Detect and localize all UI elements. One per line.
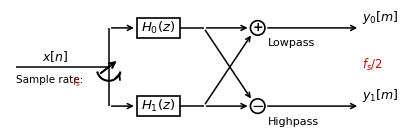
Text: $f_s/2$: $f_s/2$ bbox=[362, 57, 383, 73]
Text: Sample rate:: Sample rate: bbox=[16, 75, 86, 85]
Circle shape bbox=[250, 99, 265, 113]
Circle shape bbox=[250, 21, 265, 35]
Text: $y_1[m]$: $y_1[m]$ bbox=[362, 87, 398, 104]
Text: −: − bbox=[251, 99, 264, 114]
Text: $H_0(z)$: $H_0(z)$ bbox=[141, 20, 175, 36]
FancyBboxPatch shape bbox=[137, 18, 180, 38]
Text: $H_1(z)$: $H_1(z)$ bbox=[141, 98, 175, 114]
Text: Highpass: Highpass bbox=[268, 116, 319, 126]
Text: Lowpass: Lowpass bbox=[268, 38, 315, 48]
Text: $x[n]$: $x[n]$ bbox=[42, 49, 68, 64]
FancyBboxPatch shape bbox=[137, 96, 180, 116]
Text: $f_s$: $f_s$ bbox=[72, 75, 81, 89]
Text: +: + bbox=[252, 21, 263, 34]
Text: $y_0[m]$: $y_0[m]$ bbox=[362, 9, 398, 26]
